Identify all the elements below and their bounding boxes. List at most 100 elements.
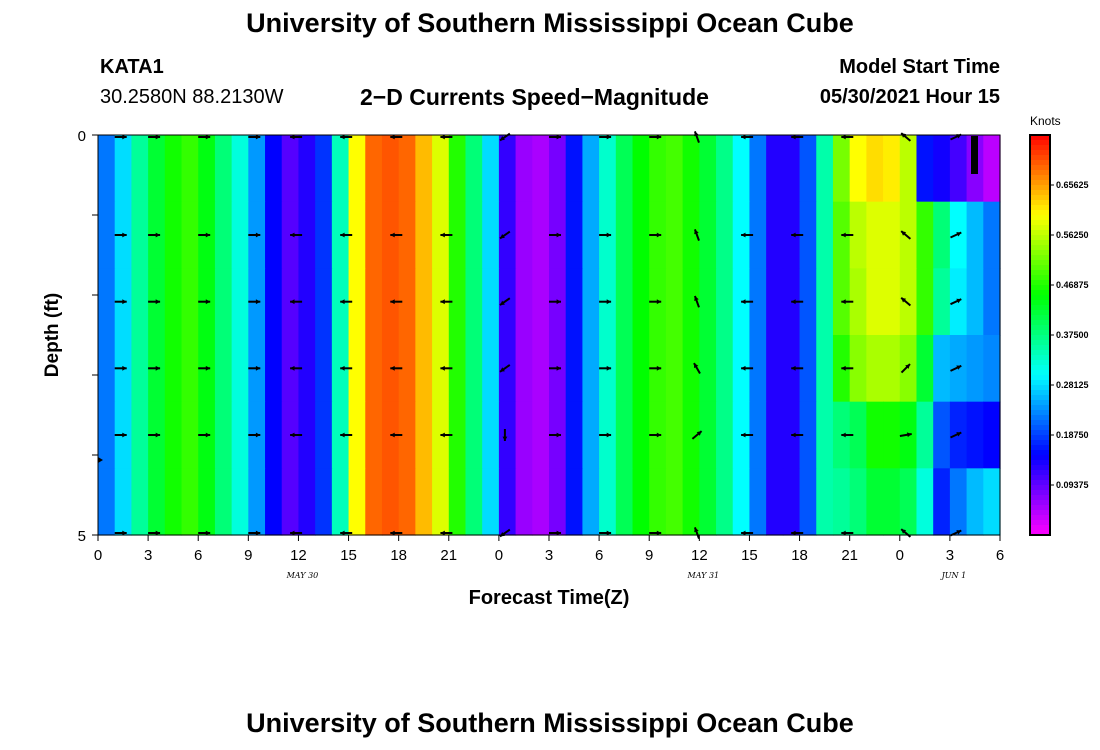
heatmap-cell <box>983 201 1001 269</box>
vector-head <box>741 432 746 438</box>
vector-head <box>155 530 161 536</box>
heatmap-cell <box>816 401 834 469</box>
current-vector <box>599 232 612 238</box>
station-coordinates: 30.2580N 88.2130W <box>100 86 284 108</box>
current-vector <box>791 432 804 438</box>
heatmap-cell <box>181 468 199 536</box>
heatmap-cell <box>749 268 767 336</box>
heatmap-cell <box>398 201 416 269</box>
heatmap-cell <box>465 335 483 403</box>
vector-head <box>205 365 211 371</box>
current-vector <box>148 432 161 438</box>
current-vector <box>290 299 303 305</box>
x-tick-label: 0 <box>896 547 904 564</box>
vector-head <box>741 299 746 305</box>
vector-head <box>98 457 103 463</box>
heatmap-cell <box>582 335 600 403</box>
colorbar-segment <box>1030 320 1050 326</box>
colorbar-segment <box>1030 500 1050 506</box>
heatmap-cell <box>933 335 951 403</box>
heatmap-cell <box>866 468 884 536</box>
heatmap-cell <box>632 335 650 403</box>
vector-head <box>502 436 508 441</box>
colorbar-segment <box>1030 405 1050 411</box>
heatmap-cell <box>231 268 249 336</box>
current-vector <box>390 232 403 238</box>
colorbar-tick-label: 0.09375 <box>1056 480 1089 490</box>
heatmap-cell <box>699 135 717 203</box>
heatmap-cell <box>315 335 333 403</box>
heatmap-cell <box>482 135 500 203</box>
current-vector <box>841 299 854 305</box>
heatmap-cell <box>749 335 767 403</box>
heatmap-cell <box>799 268 817 336</box>
colorbar-segment <box>1030 295 1050 301</box>
heatmap-cell <box>315 401 333 469</box>
heatmap-cell <box>849 401 867 469</box>
colorbar-tick-label: 0.46875 <box>1056 280 1089 290</box>
current-vector <box>248 232 261 238</box>
heatmap-cell <box>131 135 149 203</box>
current-vector <box>148 530 161 536</box>
vector-head <box>741 134 746 140</box>
vector-head <box>205 299 211 305</box>
heatmap-cell <box>231 468 249 536</box>
x-tick-label: 0 <box>94 547 102 564</box>
colorbar-segment <box>1030 165 1050 171</box>
x-tick-label: 3 <box>946 547 954 564</box>
current-vector <box>841 365 854 371</box>
current-vector <box>549 299 561 305</box>
heatmap-cell <box>632 201 650 269</box>
heatmap-cell <box>348 468 366 536</box>
heatmap-cell <box>164 335 183 403</box>
current-vector <box>499 364 511 373</box>
heatmap-cell <box>565 135 583 203</box>
heatmap-cell <box>181 335 199 403</box>
current-vector <box>741 134 754 140</box>
current-vector <box>549 530 561 536</box>
colorbar-segment <box>1030 140 1050 146</box>
heatmap-cell <box>498 135 517 203</box>
heatmap-cell <box>148 135 166 203</box>
station-id: KATA1 <box>100 56 164 78</box>
heatmap-cell <box>98 401 116 469</box>
vector-head <box>255 134 261 140</box>
vector-head <box>956 365 962 370</box>
heatmap-cell <box>816 268 834 336</box>
heatmap-cell <box>565 468 583 536</box>
heatmap-cells <box>98 135 1001 536</box>
vector-head <box>390 365 395 371</box>
heatmap-cell <box>231 401 249 469</box>
colorbar-segment <box>1030 365 1050 371</box>
heatmap-cell <box>732 135 751 203</box>
heatmap-cell <box>615 268 634 336</box>
vector-head <box>656 530 662 536</box>
heatmap-cell <box>816 468 834 536</box>
colorbar-segment <box>1030 360 1050 366</box>
heatmap-cell <box>214 201 233 269</box>
vector-head <box>841 432 846 438</box>
heatmap-cell <box>181 201 199 269</box>
current-vector <box>791 530 804 536</box>
heatmap-cell <box>98 135 116 203</box>
vector-head <box>390 530 395 536</box>
heatmap-cell <box>465 135 483 203</box>
colorbar: 0.65625 0.56250 0.46875 0.37500 0.28125 0.187… <box>1029 134 1089 536</box>
heatmap-cell <box>983 135 1001 203</box>
heatmap-cell <box>532 335 550 403</box>
colorbar-segment <box>1030 370 1050 376</box>
colorbar-segment <box>1030 280 1050 286</box>
current-vector <box>599 365 612 371</box>
current-vector <box>198 134 211 140</box>
colorbar-segment <box>1030 380 1050 386</box>
heatmap-cell <box>348 135 366 203</box>
colorbar-segment <box>1030 160 1050 166</box>
heatmap-cell <box>265 401 283 469</box>
vector-head <box>656 299 662 305</box>
heatmap-cell <box>98 335 116 403</box>
heatmap-cell <box>265 335 283 403</box>
heatmap-cell <box>214 268 233 336</box>
vector-head <box>440 134 445 140</box>
heatmap-cell <box>365 401 383 469</box>
